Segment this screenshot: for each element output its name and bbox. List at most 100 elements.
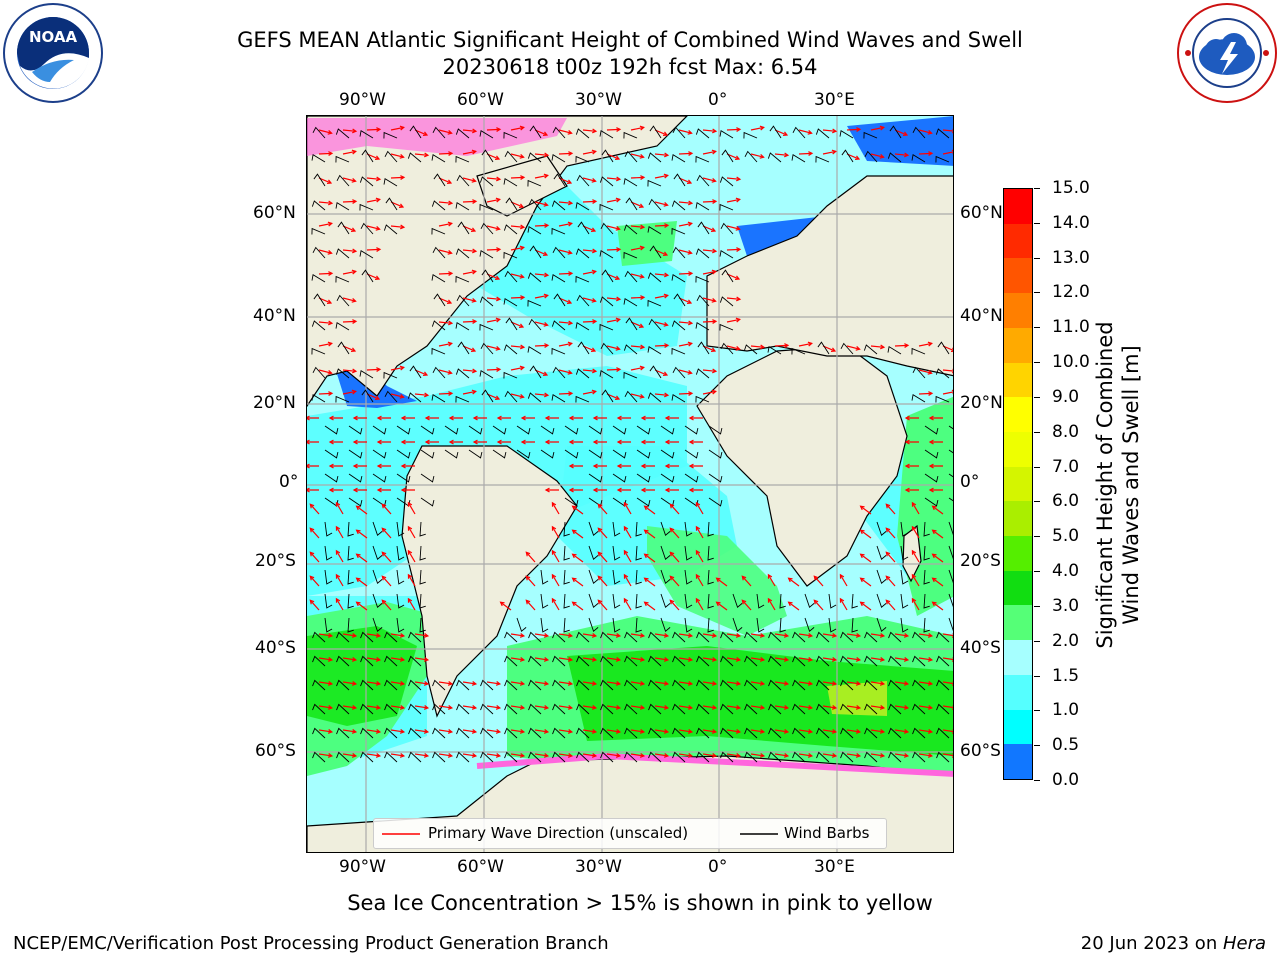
wave-direction-arrow [654, 129, 668, 136]
wave-direction-arrow [798, 342, 812, 347]
wind-barb [336, 727, 350, 739]
wind-barb [672, 246, 686, 259]
wave-direction-arrowhead [807, 705, 814, 710]
wind-barb [360, 679, 374, 691]
wave-direction-arrowhead [571, 505, 577, 511]
colorbar-tick-label: 13.0 [1052, 247, 1090, 268]
wave-direction-arrow [525, 551, 536, 563]
wind-barb [552, 246, 566, 259]
wave-direction-arrowhead [471, 269, 477, 275]
wave-direction-arrowhead [902, 131, 909, 137]
wave-direction-arrow [510, 633, 524, 637]
wave-direction-arrowhead [813, 599, 819, 605]
wave-direction-arrow [335, 550, 344, 563]
wind-barb [312, 246, 326, 259]
wind-barb [719, 129, 734, 139]
wave-direction-arrowhead [736, 127, 742, 132]
wave-direction-arrow [335, 574, 344, 587]
wave-direction-arrow [558, 342, 572, 347]
wave-direction-arrow [318, 753, 332, 757]
wind-barb [336, 174, 350, 187]
wave-direction-arrow [551, 598, 560, 611]
wind-barb [864, 727, 878, 739]
wave-direction-arrow [510, 366, 524, 371]
wave-direction-arrow [606, 681, 620, 685]
wave-direction-arrowhead [911, 573, 917, 579]
wind-barb [503, 297, 518, 307]
lon-label-bottom-60w: 60°W [457, 857, 504, 877]
wind-barb [792, 655, 806, 667]
wave-direction-arrowhead [664, 223, 670, 228]
wave-direction-arrow [774, 681, 788, 685]
wind-barb [696, 727, 710, 739]
wave-direction-arrow [606, 393, 620, 400]
wind-barb [359, 369, 374, 379]
wave-direction-arrowhead [591, 657, 598, 662]
wave-direction-arrowhead [592, 128, 598, 134]
wind-barb [384, 751, 398, 763]
wave-direction-arrow [438, 249, 452, 254]
wave-direction-arrow [654, 344, 669, 347]
wind-barb [600, 342, 614, 355]
wave-direction-arrowhead [927, 341, 933, 347]
wave-direction-arrow [846, 753, 860, 757]
wave-direction-arrowhead [616, 296, 622, 302]
wave-direction-arrowhead [688, 487, 694, 493]
wave-direction-arrowhead [759, 729, 766, 734]
wave-direction-arrow [678, 729, 692, 733]
wave-direction-arrowhead [400, 175, 406, 180]
wave-direction-arrowhead [807, 681, 814, 686]
wave-direction-arrowhead [859, 553, 865, 559]
colorbar-segment [1004, 674, 1032, 710]
wind-barb [503, 344, 518, 355]
wave-direction-arrow [597, 575, 608, 587]
wind-barb [635, 521, 642, 537]
wave-direction-arrow [525, 599, 536, 611]
wind-barb [504, 631, 518, 643]
wave-direction-arrow [606, 297, 620, 300]
wave-direction-arrow [702, 297, 716, 302]
wave-direction-arrowhead [615, 753, 622, 758]
footer-date: 20 Jun 2023 on Hera [1081, 933, 1266, 954]
wave-direction-arrow [558, 392, 573, 395]
wave-zone-north-atlantic [617, 221, 677, 266]
wind-barb [601, 269, 614, 283]
wave-direction-arrow [390, 225, 404, 228]
wave-direction-arrow [942, 705, 953, 709]
wind-barb [553, 293, 566, 307]
wind-barb [313, 293, 326, 307]
wave-direction-arrowhead [328, 320, 334, 326]
wave-direction-arrow [366, 273, 380, 280]
wave-direction-arrow [774, 153, 788, 156]
wave-direction-arrowhead [615, 317, 621, 323]
wave-direction-arrow [695, 574, 704, 587]
wave-direction-arrowhead [351, 389, 357, 395]
wave-direction-arrow [846, 633, 860, 637]
wind-barb [552, 631, 566, 643]
wind-barb [911, 153, 926, 163]
wave-direction-arrowhead [567, 705, 574, 710]
wave-direction-arrowhead [471, 178, 477, 183]
wave-direction-arrow [510, 176, 525, 179]
wave-direction-arrow [678, 633, 692, 637]
wave-direction-arrowhead [520, 344, 526, 350]
wave-direction-arrowhead [664, 439, 670, 445]
wave-direction-arrowhead [885, 575, 891, 581]
wave-direction-arrowhead [328, 271, 334, 276]
wave-direction-arrowhead [525, 575, 531, 581]
wave-direction-arrow [390, 176, 405, 179]
wave-direction-arrow [774, 129, 788, 136]
wave-direction-arrowhead [423, 657, 430, 662]
wave-direction-arrowhead [735, 226, 741, 231]
wind-barb [612, 449, 627, 459]
wind-barb [647, 272, 662, 283]
wave-direction-arrowhead [623, 597, 629, 603]
wave-direction-arrow [407, 526, 416, 539]
wave-direction-arrowhead [591, 681, 598, 686]
wave-direction-arrowhead [470, 347, 477, 353]
colorbar-tick-mark [1034, 188, 1040, 189]
chart-title: GEFS MEAN Atlantic Significant Height of… [237, 28, 1023, 52]
wind-barb [707, 545, 714, 561]
wave-direction-arrow [342, 681, 356, 685]
wave-direction-arrowhead [351, 681, 358, 686]
